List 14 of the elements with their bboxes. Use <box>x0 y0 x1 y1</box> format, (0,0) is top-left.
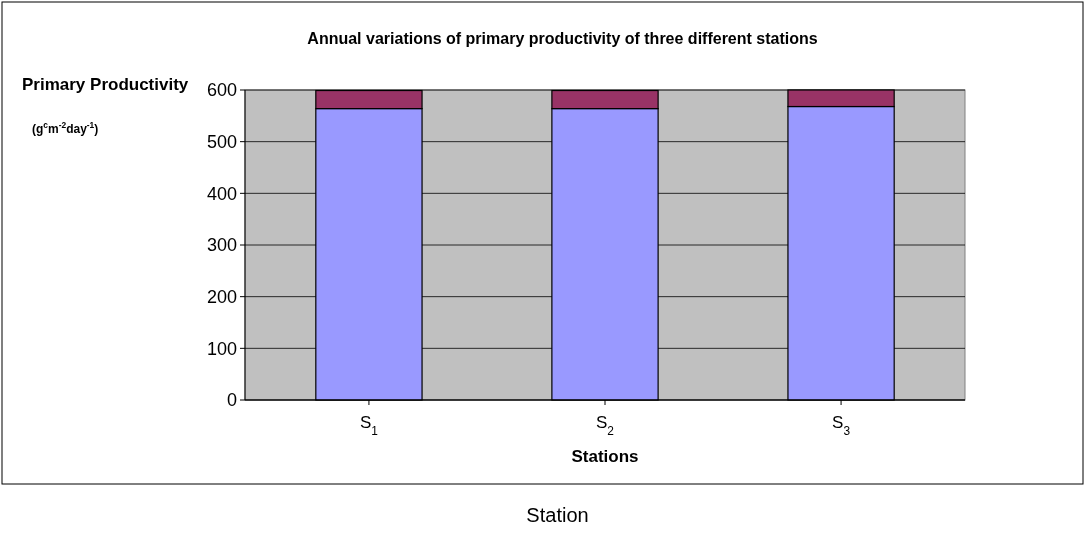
y-tick-label: 200 <box>206 286 237 307</box>
x-tick-label: S$_{2}$ <box>596 413 615 438</box>
x-tick-label: S$_{1}$ <box>359 413 379 438</box>
text: Primary Productivity (g$^{c}$m$^{-2}$day$^{-1}$) <box>22 75 189 136</box>
y-tick-label: 300 <box>206 235 237 256</box>
x-tick-label: S$_{3}$ <box>832 413 851 438</box>
y-tick-label: 400 <box>206 183 237 204</box>
x-axis-title: Stations <box>571 447 639 466</box>
y-tick-label: 600 <box>206 80 237 101</box>
y-tick-label: 100 <box>206 338 237 359</box>
text: Station <box>526 504 589 526</box>
y-tick-label: 0 <box>226 390 237 411</box>
y-tick-label: 500 <box>206 131 237 152</box>
chart-title: Annual variations of primary productivity of three different stations <box>307 30 818 47</box>
